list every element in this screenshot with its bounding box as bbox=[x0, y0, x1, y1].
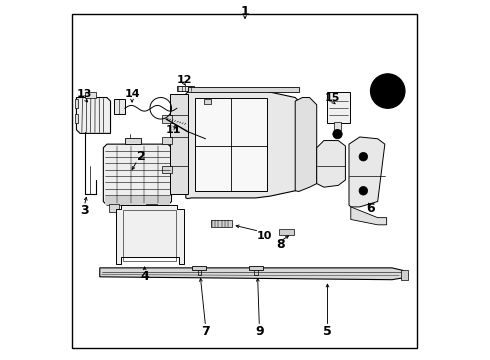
Circle shape bbox=[359, 152, 368, 161]
Polygon shape bbox=[186, 89, 299, 199]
Circle shape bbox=[370, 74, 405, 108]
Text: 5: 5 bbox=[323, 325, 332, 338]
Circle shape bbox=[377, 80, 398, 102]
Polygon shape bbox=[349, 137, 385, 207]
Circle shape bbox=[180, 125, 188, 132]
Bar bbox=[74, 114, 78, 123]
Bar bbox=[162, 137, 172, 144]
Polygon shape bbox=[351, 207, 387, 225]
Bar bbox=[125, 138, 141, 144]
Bar bbox=[177, 86, 194, 91]
Bar bbox=[254, 270, 258, 275]
Bar bbox=[204, 99, 211, 104]
Bar bbox=[85, 92, 96, 98]
Bar bbox=[327, 92, 350, 123]
Bar bbox=[74, 99, 78, 108]
Bar bbox=[109, 204, 120, 212]
Text: 7: 7 bbox=[201, 325, 210, 338]
Text: 9: 9 bbox=[255, 325, 264, 338]
Polygon shape bbox=[170, 94, 188, 194]
Text: 12: 12 bbox=[176, 75, 192, 85]
Bar bbox=[188, 87, 299, 92]
Bar bbox=[197, 270, 201, 275]
Text: 4: 4 bbox=[140, 270, 149, 283]
Polygon shape bbox=[116, 205, 184, 264]
Polygon shape bbox=[317, 140, 345, 187]
Polygon shape bbox=[295, 98, 317, 192]
Circle shape bbox=[359, 186, 368, 195]
Bar bbox=[147, 204, 157, 212]
Text: 10: 10 bbox=[257, 231, 272, 240]
Text: 8: 8 bbox=[276, 238, 285, 251]
Text: 15: 15 bbox=[325, 93, 341, 103]
Text: 1: 1 bbox=[241, 5, 249, 18]
Circle shape bbox=[173, 121, 180, 129]
Bar bbox=[334, 122, 341, 130]
Circle shape bbox=[382, 86, 393, 96]
Bar bbox=[173, 104, 182, 111]
Circle shape bbox=[333, 130, 342, 139]
Bar bbox=[401, 270, 408, 280]
Bar bbox=[248, 266, 263, 270]
Bar bbox=[123, 211, 176, 261]
Text: 13: 13 bbox=[76, 89, 92, 99]
Text: 2: 2 bbox=[137, 150, 146, 163]
Polygon shape bbox=[76, 98, 111, 134]
Text: 14: 14 bbox=[124, 89, 140, 99]
Bar bbox=[192, 266, 206, 270]
Bar bbox=[162, 166, 172, 173]
Polygon shape bbox=[100, 268, 408, 280]
Bar bbox=[105, 196, 170, 205]
Bar bbox=[211, 220, 232, 226]
Text: 16: 16 bbox=[381, 75, 396, 85]
Bar bbox=[279, 229, 294, 234]
Bar bbox=[162, 116, 172, 123]
Text: 3: 3 bbox=[80, 204, 89, 217]
Text: 11: 11 bbox=[166, 125, 181, 135]
Text: 6: 6 bbox=[366, 202, 375, 215]
Bar bbox=[195, 98, 267, 191]
Bar bbox=[114, 99, 125, 114]
Polygon shape bbox=[103, 144, 172, 205]
